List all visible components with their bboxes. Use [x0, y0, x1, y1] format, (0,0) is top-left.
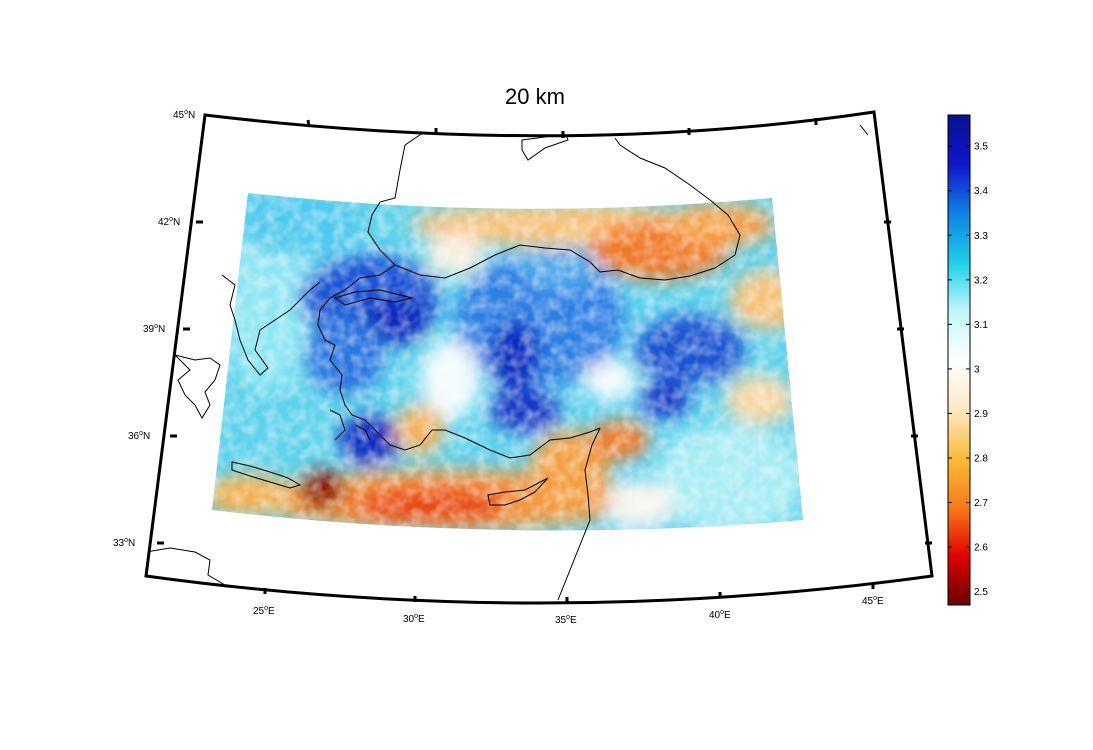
colorbar-tick-label: 2.6 — [974, 543, 988, 554]
coastlines — [146, 124, 869, 601]
colorbar-tick-label: 3.1 — [974, 320, 988, 331]
map-title: 20 km — [505, 84, 565, 109]
latitude-labels: 45oN 42oN 39oN 36oN 33oN — [113, 109, 195, 549]
colorbar-tick-label: 3.2 — [974, 275, 988, 286]
longitude-labels: 25oE 30oE 35oE 40oE 45oE — [253, 595, 884, 626]
lat-label: 42oN — [158, 216, 180, 228]
lat-label: 45oN — [173, 109, 195, 121]
map-frame-border — [144, 110, 934, 605]
lon-label: 35oE — [555, 614, 577, 626]
frame-ticks — [157, 118, 932, 603]
colorbar-tick-label: 2.5 — [974, 587, 988, 598]
lat-label: 36oN — [128, 430, 150, 442]
colorbar-tick-label: 3.3 — [974, 231, 988, 242]
colorbar-tick-label: 2.9 — [974, 409, 988, 420]
colorbar-ticks: 3.5 3.4 3.3 3.2 3.1 3 2.9 2.8 2.7 2.6 2.5 — [948, 142, 988, 598]
colorbar-tick-label: 2.7 — [974, 498, 988, 509]
colorbar-gradient — [947, 114, 971, 606]
colorbar: 3.5 3.4 3.3 3.2 3.1 3 2.9 2.8 2.7 2.6 2.5 — [947, 114, 988, 606]
colorbar-tick-label: 2.8 — [974, 454, 988, 465]
lat-label: 39oN — [143, 323, 165, 335]
lat-label: 33oN — [113, 537, 135, 549]
velocity-field — [212, 193, 803, 531]
colorbar-tick-label: 3.4 — [974, 186, 988, 197]
lon-label: 25oE — [253, 605, 275, 617]
lon-label: 45oE — [862, 595, 884, 607]
colorbar-tick-label: 3 — [974, 364, 980, 375]
lon-label: 40oE — [709, 609, 731, 621]
colorbar-tick-label: 3.5 — [974, 142, 988, 153]
lon-label: 30oE — [403, 613, 425, 625]
